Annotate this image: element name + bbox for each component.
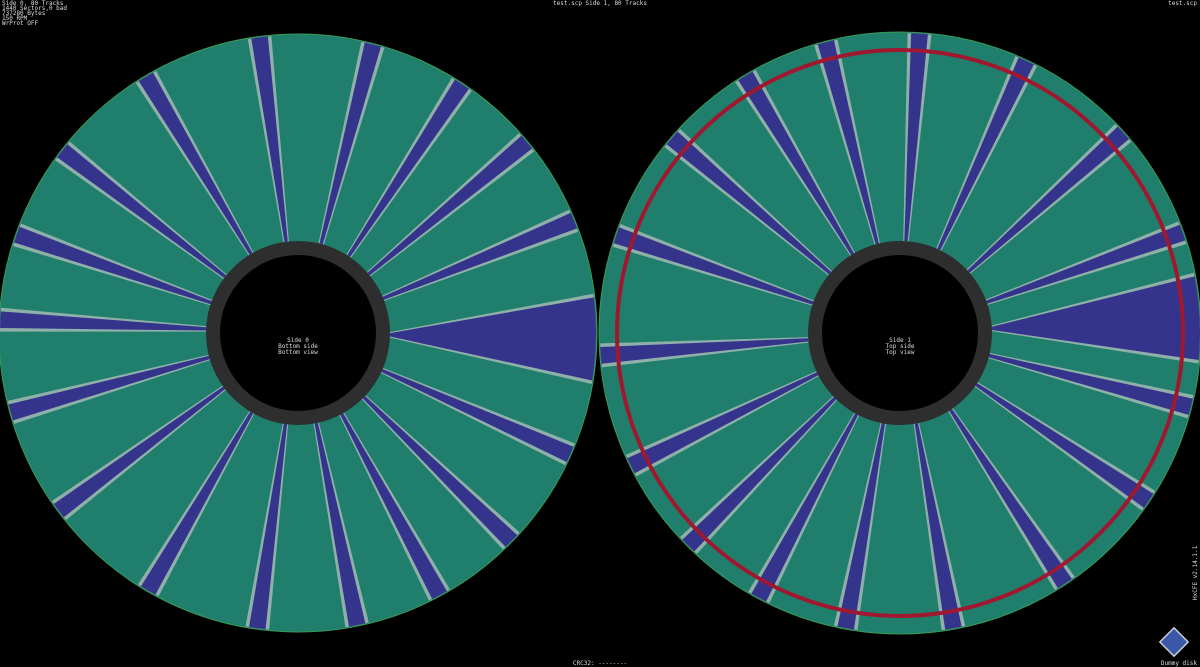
sector-gap — [837, 423, 885, 630]
sector-gap — [904, 33, 928, 242]
disk-label: Side 0 — [287, 337, 309, 344]
sector-gap — [249, 423, 288, 630]
hub — [822, 255, 978, 411]
disk-info: 737280 Bytes — [2, 10, 46, 17]
sector-gap — [8, 355, 210, 421]
sector-gap — [389, 297, 596, 381]
sector-gap — [53, 386, 226, 518]
sector-gap — [251, 36, 288, 242]
disk-info: WrProt OFF — [2, 20, 39, 27]
disk-label: Bottom view — [278, 349, 318, 356]
sector-gap — [817, 40, 879, 245]
sector-gap — [138, 72, 253, 255]
sector-gap — [141, 411, 254, 595]
sector-gap — [666, 131, 832, 275]
sector-gap — [382, 212, 578, 300]
disk-info: 150 RPM — [2, 15, 28, 22]
sector-gap — [57, 144, 227, 279]
sector-gap — [738, 71, 855, 256]
sector-gap — [14, 226, 212, 305]
disk-info: Side 0, 80 Tracks — [2, 0, 64, 7]
disk-info: 1440 Sectors,0 bad — [2, 5, 67, 12]
disk-label: Bottom side — [278, 343, 318, 350]
sector-gap — [914, 423, 962, 630]
sector-gap — [991, 276, 1200, 360]
sector-gap — [362, 396, 518, 547]
hub — [220, 255, 376, 411]
sector-gap — [682, 397, 837, 552]
track-marker — [615, 48, 1185, 618]
disk-type: Dummy disk — [1161, 660, 1198, 667]
sector-gap — [600, 338, 809, 364]
sector-gap — [314, 422, 366, 627]
sector-gap — [340, 413, 447, 600]
sector-gap — [613, 227, 814, 305]
sector-gap — [627, 372, 819, 474]
sector-gap — [381, 368, 574, 462]
sector-gap — [975, 383, 1154, 508]
sector-gap — [986, 224, 1186, 304]
file-title: test.scp Side 1, 80 Tracks — [553, 0, 647, 7]
sector-gap — [967, 126, 1129, 273]
sector-gap — [949, 408, 1072, 589]
disk-label: Top side — [886, 343, 915, 350]
sector-gap — [367, 135, 533, 276]
version: HxCFE v2.14.1.1 — [1192, 545, 1199, 600]
file-name: test.scp — [1168, 0, 1197, 7]
sector-gap — [347, 79, 469, 258]
sector-gap — [0, 311, 207, 331]
sector-gap — [937, 57, 1034, 251]
logo — [1158, 626, 1190, 658]
sector-gap — [988, 354, 1193, 415]
sector-gap — [751, 413, 859, 602]
disk-label: Side 1 — [889, 337, 911, 344]
crc: CRC32: -------- — [573, 660, 627, 667]
disk-label: Top view — [886, 349, 915, 356]
sector-gap — [319, 42, 381, 245]
